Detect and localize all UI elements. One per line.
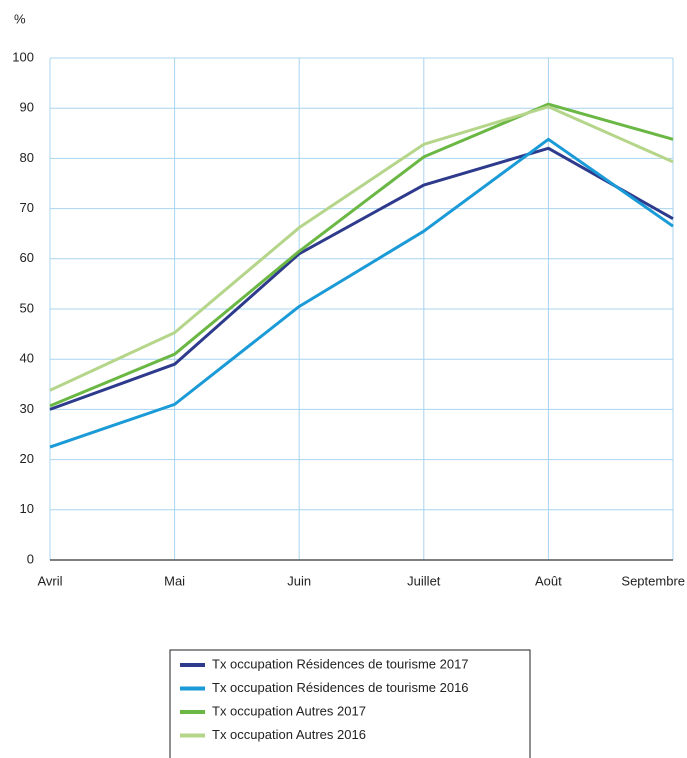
y-tick-label: 90	[20, 100, 34, 115]
y-tick-label: 60	[20, 250, 34, 265]
x-tick-label: Mai	[164, 573, 185, 588]
y-tick-label: 10	[20, 501, 34, 516]
x-tick-label: Juillet	[407, 573, 441, 588]
x-tick-label: Juin	[287, 573, 311, 588]
y-tick-label: 70	[20, 200, 34, 215]
y-tick-label: 30	[20, 401, 34, 416]
y-tick-label: 80	[20, 150, 34, 165]
legend-box	[169, 649, 531, 758]
y-tick-label: 40	[20, 351, 34, 366]
series-line	[49, 105, 674, 392]
y-tick-label: 0	[27, 551, 34, 566]
x-tick-label: Avril	[37, 573, 62, 588]
y-tick-label: 20	[20, 451, 34, 466]
legend-label: Tx occupation Autres 2017	[212, 703, 366, 718]
legend-label: Tx occupation Résidences de tourisme 201…	[212, 680, 469, 695]
x-tick-label: Août	[535, 573, 562, 588]
series-line	[49, 102, 674, 408]
legend-label: Tx occupation Autres 2016	[212, 727, 366, 742]
series-line	[49, 137, 674, 449]
y-tick-label: 50	[20, 300, 34, 315]
series-line	[49, 146, 674, 411]
y-axis-label: %	[14, 11, 26, 26]
legend-label: Tx occupation Résidences de tourisme 201…	[212, 656, 469, 671]
x-tick-label: Septembre	[621, 573, 685, 588]
y-tick-label: 100	[12, 49, 34, 64]
